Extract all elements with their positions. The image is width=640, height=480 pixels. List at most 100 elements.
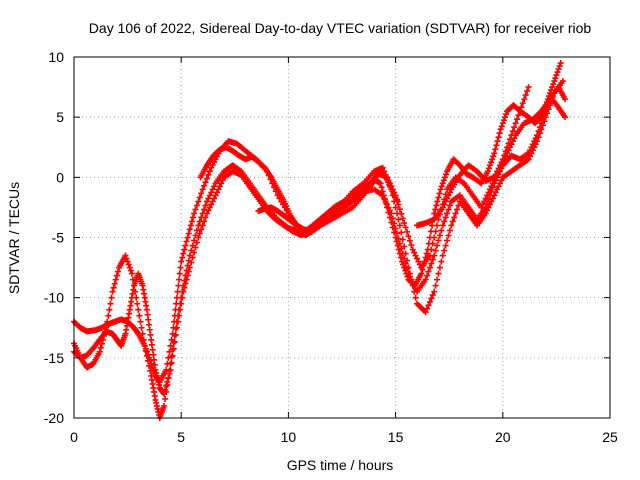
data-point (485, 189, 492, 196)
data-point (402, 250, 409, 257)
data-point (484, 168, 491, 175)
data-point (189, 254, 196, 261)
data-point (206, 204, 213, 211)
data-point (143, 352, 150, 359)
data-point (127, 267, 134, 274)
data-point (554, 69, 561, 76)
data-point (174, 318, 181, 325)
data-point (212, 192, 219, 199)
data-point (198, 190, 205, 197)
data-point (529, 147, 536, 154)
data-point (216, 183, 223, 190)
data-point (114, 268, 121, 275)
data-point (492, 189, 499, 196)
data-point (182, 242, 189, 249)
data-point (389, 224, 396, 231)
data-point (552, 75, 559, 82)
data-point (518, 104, 525, 111)
data-point (196, 194, 203, 201)
data-point (124, 258, 131, 265)
data-point (169, 346, 176, 353)
data-point (498, 123, 505, 130)
data-point (493, 142, 500, 149)
data-point (395, 235, 402, 242)
data-point (423, 250, 430, 257)
data-point (167, 342, 174, 349)
data-point (142, 347, 149, 354)
data-point (434, 222, 441, 229)
data-point (438, 227, 445, 234)
data-point (148, 341, 155, 348)
data-point (203, 198, 210, 205)
data-point (509, 128, 516, 135)
data-point (144, 351, 151, 358)
data-point (425, 268, 432, 275)
data-point (199, 186, 206, 193)
data-point (179, 254, 186, 261)
data-point (559, 78, 566, 85)
data-point (501, 114, 508, 121)
data-point (186, 264, 193, 271)
data-points (71, 60, 568, 421)
data-point (172, 325, 179, 332)
series-track-d (197, 84, 568, 271)
data-point (171, 338, 178, 345)
y-tick-label: -20 (44, 410, 64, 426)
data-point (166, 370, 173, 377)
data-point (218, 180, 225, 187)
data-point (444, 210, 451, 217)
data-point (382, 198, 389, 205)
data-point (176, 276, 183, 283)
data-point (429, 292, 436, 299)
data-point (149, 346, 156, 353)
data-point (516, 108, 523, 115)
data-point (432, 206, 439, 213)
data-point (555, 66, 562, 73)
x-tick-label: 10 (281, 429, 297, 445)
data-point (396, 222, 403, 229)
data-point (495, 183, 502, 190)
data-point (147, 367, 154, 374)
data-point (402, 260, 409, 267)
data-point (432, 247, 439, 254)
data-point (438, 258, 445, 265)
data-point (177, 264, 184, 271)
data-point (511, 124, 518, 131)
data-point (489, 180, 496, 187)
data-point (178, 300, 185, 307)
data-point (137, 318, 144, 325)
data-point (172, 331, 179, 338)
data-point (379, 164, 386, 171)
data-point (391, 220, 398, 227)
data-point (412, 252, 419, 259)
data-point (161, 402, 168, 409)
data-point (193, 227, 200, 234)
data-point (148, 336, 155, 343)
data-point (515, 112, 522, 119)
data-point (506, 136, 513, 143)
data-point (202, 179, 209, 186)
data-point (442, 214, 449, 221)
data-point (144, 311, 151, 318)
data-point (411, 288, 418, 295)
data-point (125, 261, 132, 268)
data-point (391, 229, 398, 236)
data-point (442, 191, 449, 198)
data-point (505, 147, 512, 154)
data-point (209, 186, 216, 193)
data-point (441, 201, 448, 208)
data-point (108, 294, 115, 301)
data-point (205, 195, 212, 202)
data-point (526, 153, 533, 160)
data-point (177, 306, 184, 313)
data-point (442, 171, 449, 178)
x-tick-label: 5 (177, 429, 185, 445)
data-point (495, 134, 502, 141)
data-point (445, 206, 452, 213)
data-point (499, 156, 506, 163)
data-point (399, 215, 406, 222)
data-point (184, 272, 191, 279)
data-point (491, 150, 498, 157)
data-point (514, 116, 521, 123)
data-point (429, 256, 436, 263)
